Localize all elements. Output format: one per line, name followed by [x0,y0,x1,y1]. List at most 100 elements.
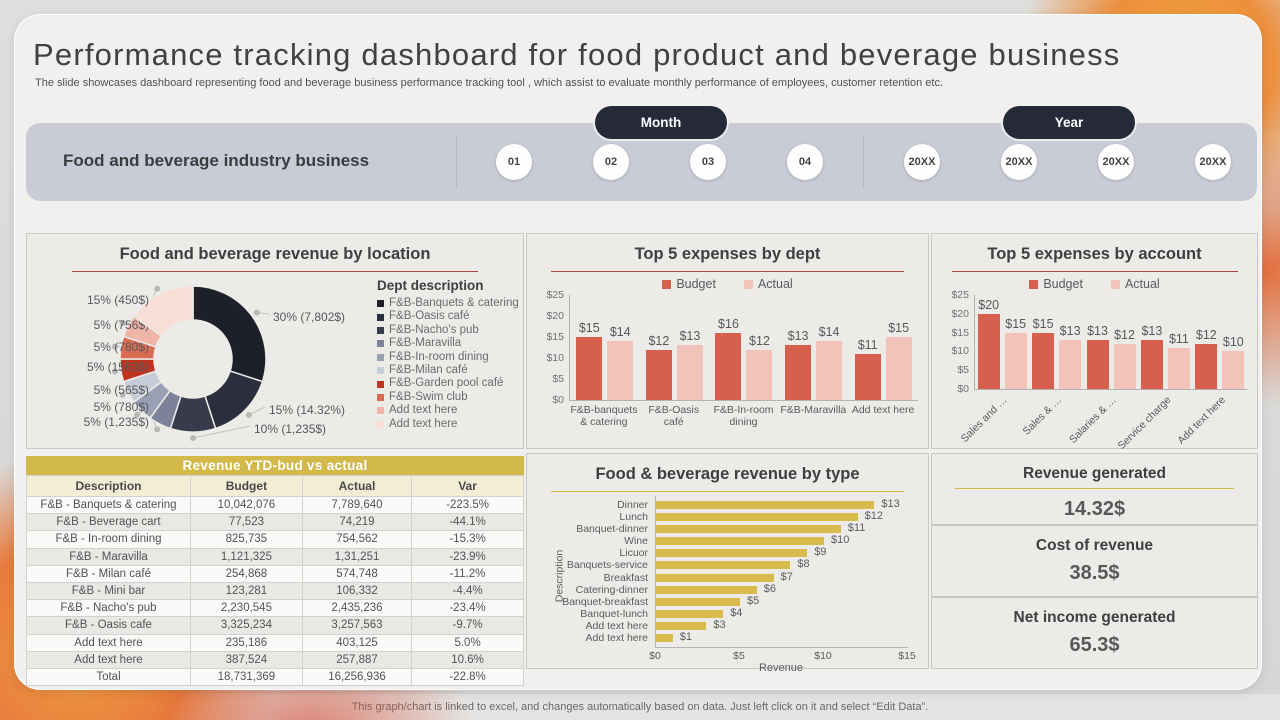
hbar-category-label: Lunch [619,511,648,524]
table-cell: 10.6% [411,650,524,669]
legend-item: Actual [1110,277,1160,291]
chart-legend: Budget Actual [932,277,1257,291]
kpi-label: Revenue generated [1023,465,1166,482]
legend-swatch [743,279,753,289]
bar-column: $10 [1222,335,1245,389]
leader-dot [119,391,126,398]
legend-swatch [1110,279,1120,289]
bar [1032,332,1055,389]
table-title: Revenue YTD-bud vs actual [26,456,524,475]
table-cell: 754,562 [301,530,413,549]
kpi-rule [954,488,1235,489]
hbar-value-label: $6 [763,582,777,595]
table-cell: 3,257,563 [301,616,413,635]
bar-column: $11 [854,338,881,400]
leader-dot [154,426,161,433]
donut-slice [192,285,267,383]
hbar [656,621,707,630]
legend-swatch [377,353,384,361]
bar-value-label: $11 [1168,331,1189,346]
bar [715,332,742,400]
bar-value-label: $14 [609,325,631,340]
hbar-category-label: Add text here [585,619,648,632]
legend-item: F&B-Maravilla [377,337,523,350]
bar-column: $14 [816,325,843,400]
legend-swatch [377,300,384,308]
bar-column: $13 [785,329,812,400]
category-axis: F&B-banquets & catering F&B-Oasis café F&B… [569,401,918,428]
kpi-net-income: Net income generated 65.3$ [931,597,1258,669]
bar-value-label: $12 [1195,327,1217,342]
leader-dot [253,309,260,316]
table-cell: Add text here [26,650,191,669]
bar [785,345,812,400]
table-row: F&B - Maravilla 1,121,325 1,31,251 -23.9% [26,547,524,566]
category-label: F&B-Oasis café [639,401,709,428]
legend-swatch [377,420,384,428]
year-option[interactable]: 20XX [904,144,940,180]
y-axis-label: Description [553,549,566,603]
hbar-plot: Dinner $13 Lunch $12 Banquet-dinner $11 Wine $1… [562,496,908,649]
bar-column: $20 [977,297,1000,389]
bar-value-label: $12 [1114,327,1135,342]
bar-column: $14 [607,325,634,400]
legend-label: F&B-Garden pool café [389,377,504,390]
legend-label: Add text here [389,417,458,430]
table-cell: F&B - Banquets & catering [26,495,191,515]
y-axis-tick: $25 [546,289,564,301]
year-option[interactable]: 20XX [1195,144,1231,180]
table-row: Add text here 235,186 403,125 5.0% [26,633,524,652]
bar-column: $15 [576,321,603,400]
hbar-category-label: Breakfast [603,571,648,584]
year-option[interactable]: 20XX [1001,144,1037,180]
legend-item: Add text here [377,418,523,431]
bar-column: $12 [1195,327,1218,389]
bar-value-label: $20 [978,297,1000,312]
table-cell: -11.2% [411,564,524,583]
bar-column: $15 [885,321,912,400]
category-label-text: F&B-In-room dining [713,404,774,429]
category-label-text: F&B-banquets & catering [570,404,638,429]
bar [1195,343,1218,389]
hbar-value-label: $8 [797,558,810,571]
table-cell: 235,186 [190,633,303,652]
table-cell: -23.9% [411,547,524,566]
revenue-table: Description Budget Actual Var F&B - Banquet… [26,475,524,687]
panel-expenses-by-dept: Top 5 expenses by dept Budget Actual $0 $5 $… [526,233,929,449]
hbar-category-label: Banquet-lunch [580,607,648,620]
bar-value-label: $15 [1032,316,1054,331]
month-option[interactable]: 03 [690,144,726,180]
donut-data-label: 30% (7,802$) [273,310,345,324]
legend-label: F&B-Banquets & catering [389,297,519,309]
month-option[interactable]: 04 [787,144,823,180]
donut-data-label: 10% (1,235$) [254,422,326,436]
month-option[interactable]: 02 [593,144,629,180]
table-row: Add text here 387,524 257,887 10.6% [26,650,524,669]
hbar-row: Catering-dinner $6 [576,582,908,596]
bar-value-label: $13 [787,329,809,344]
year-toggle-pill[interactable]: Year [1003,106,1135,139]
table-cell: 5.0% [411,633,524,652]
title-rule [951,271,1238,272]
donut-data-label: 5% (780$) [94,340,149,354]
bar [576,337,603,400]
table-cell: 18,731,369 [190,667,303,687]
bar-value-label: $15 [888,321,910,335]
category-label: F&B-Maravilla [778,401,848,428]
month-toggle-pill[interactable]: Month [595,106,727,139]
bar-group: $15 $14 [570,295,640,400]
category-label: Add text here [848,401,918,428]
month-option[interactable]: 01 [496,144,532,180]
legend-swatch [662,279,672,289]
chart-title: Top 5 expenses by dept [634,245,821,263]
year-option[interactable]: 20XX [1098,144,1134,180]
bar [1140,340,1163,389]
bar-group: $16 $12 [709,295,779,400]
x-axis-tick: $10 [814,650,832,663]
legend-swatch [377,327,384,335]
legend-label: Actual [1124,277,1160,291]
panel-revenue-by-location: Food and beverage revenue by location 30… [26,233,524,449]
table-cell: 123,281 [190,581,303,601]
hbar-value-label: $1 [679,631,693,644]
bar-column: $13 [676,329,703,400]
